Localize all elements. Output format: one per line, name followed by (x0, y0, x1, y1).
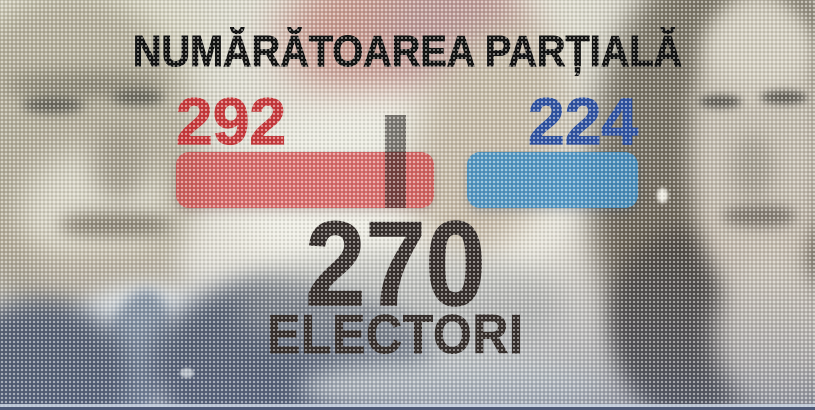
blue-vote-count: 224 (527, 84, 639, 158)
threshold-label: ELECTORI (267, 303, 524, 365)
page-title: NUMĂRĂTOAREA PARȚIALĂ (132, 27, 683, 76)
threshold-marker (385, 115, 406, 208)
red-vote-count: 292 (175, 84, 287, 158)
blue-vote-bar (467, 152, 638, 208)
